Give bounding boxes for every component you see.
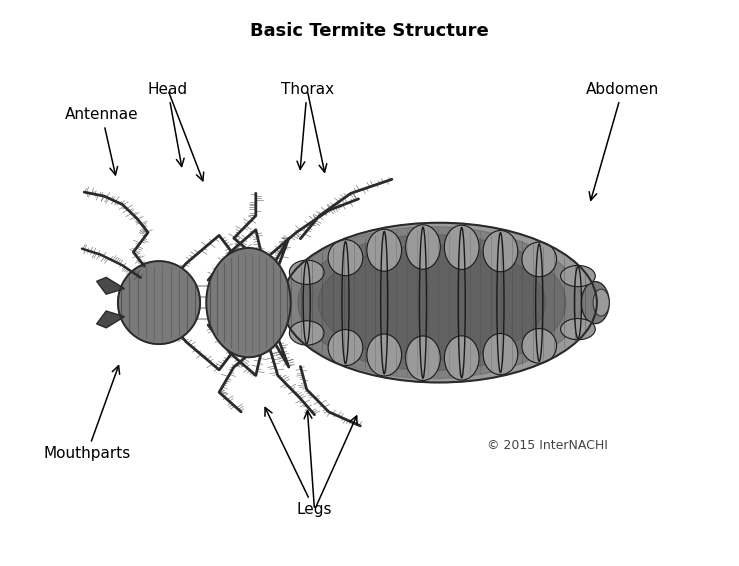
Ellipse shape — [444, 336, 479, 380]
Text: Head: Head — [148, 82, 188, 166]
Ellipse shape — [593, 289, 609, 316]
Ellipse shape — [561, 265, 596, 287]
Ellipse shape — [483, 230, 518, 272]
Ellipse shape — [290, 260, 324, 285]
Ellipse shape — [522, 328, 556, 363]
Ellipse shape — [367, 229, 401, 271]
Text: © 2015 InterNACHI: © 2015 InterNACHI — [487, 439, 607, 452]
Ellipse shape — [561, 319, 596, 340]
Ellipse shape — [522, 242, 556, 277]
Text: Basic Termite Structure: Basic Termite Structure — [250, 23, 489, 40]
Ellipse shape — [328, 329, 363, 366]
Ellipse shape — [282, 223, 597, 383]
Ellipse shape — [319, 245, 545, 360]
Text: Thorax: Thorax — [281, 82, 334, 169]
Text: Antennae: Antennae — [65, 108, 139, 175]
Ellipse shape — [406, 336, 440, 380]
Ellipse shape — [206, 248, 290, 357]
Ellipse shape — [290, 321, 324, 345]
Ellipse shape — [282, 227, 582, 379]
Ellipse shape — [483, 333, 518, 375]
Polygon shape — [97, 277, 124, 294]
Polygon shape — [97, 311, 124, 328]
Text: Abdomen: Abdomen — [586, 82, 659, 200]
Ellipse shape — [298, 235, 566, 371]
Ellipse shape — [582, 282, 609, 324]
Ellipse shape — [406, 225, 440, 269]
Ellipse shape — [328, 239, 363, 276]
Text: Mouthparts: Mouthparts — [43, 366, 130, 461]
Ellipse shape — [118, 261, 200, 344]
Text: Legs: Legs — [265, 408, 333, 517]
Ellipse shape — [444, 225, 479, 269]
Ellipse shape — [367, 334, 401, 376]
